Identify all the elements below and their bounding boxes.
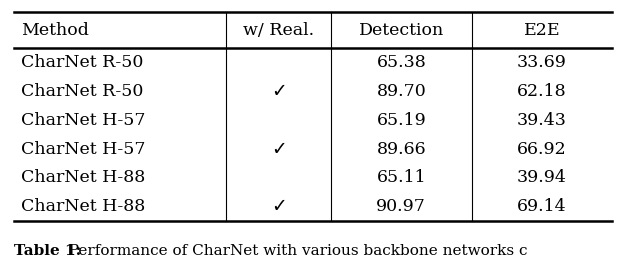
Text: Table 1:: Table 1: (14, 244, 81, 258)
Text: 89.66: 89.66 (376, 141, 426, 158)
Text: w/ Real.: w/ Real. (243, 22, 314, 39)
Text: 65.38: 65.38 (376, 54, 426, 71)
Text: ✓: ✓ (270, 82, 287, 101)
Text: ✓: ✓ (270, 197, 287, 216)
Text: 89.70: 89.70 (376, 83, 426, 100)
Text: Performance of CharNet with various backbone networks c: Performance of CharNet with various back… (59, 244, 528, 258)
Text: Method: Method (21, 22, 89, 39)
Text: CharNet H-57: CharNet H-57 (21, 141, 145, 158)
Text: CharNet H-57: CharNet H-57 (21, 112, 145, 129)
Text: 69.14: 69.14 (517, 198, 567, 215)
Text: 39.94: 39.94 (517, 169, 567, 186)
Text: CharNet H-88: CharNet H-88 (21, 169, 145, 186)
Text: 65.11: 65.11 (376, 169, 426, 186)
Text: 66.92: 66.92 (517, 141, 567, 158)
Text: ✓: ✓ (270, 140, 287, 159)
Text: Detection: Detection (359, 22, 444, 39)
Text: 65.19: 65.19 (376, 112, 426, 129)
Text: CharNet R-50: CharNet R-50 (21, 83, 143, 100)
Text: 62.18: 62.18 (517, 83, 567, 100)
Text: 39.43: 39.43 (517, 112, 567, 129)
Text: CharNet H-88: CharNet H-88 (21, 198, 145, 215)
Text: E2E: E2E (523, 22, 560, 39)
Text: CharNet R-50: CharNet R-50 (21, 54, 143, 71)
Text: 90.97: 90.97 (376, 198, 426, 215)
Text: 33.69: 33.69 (517, 54, 567, 71)
